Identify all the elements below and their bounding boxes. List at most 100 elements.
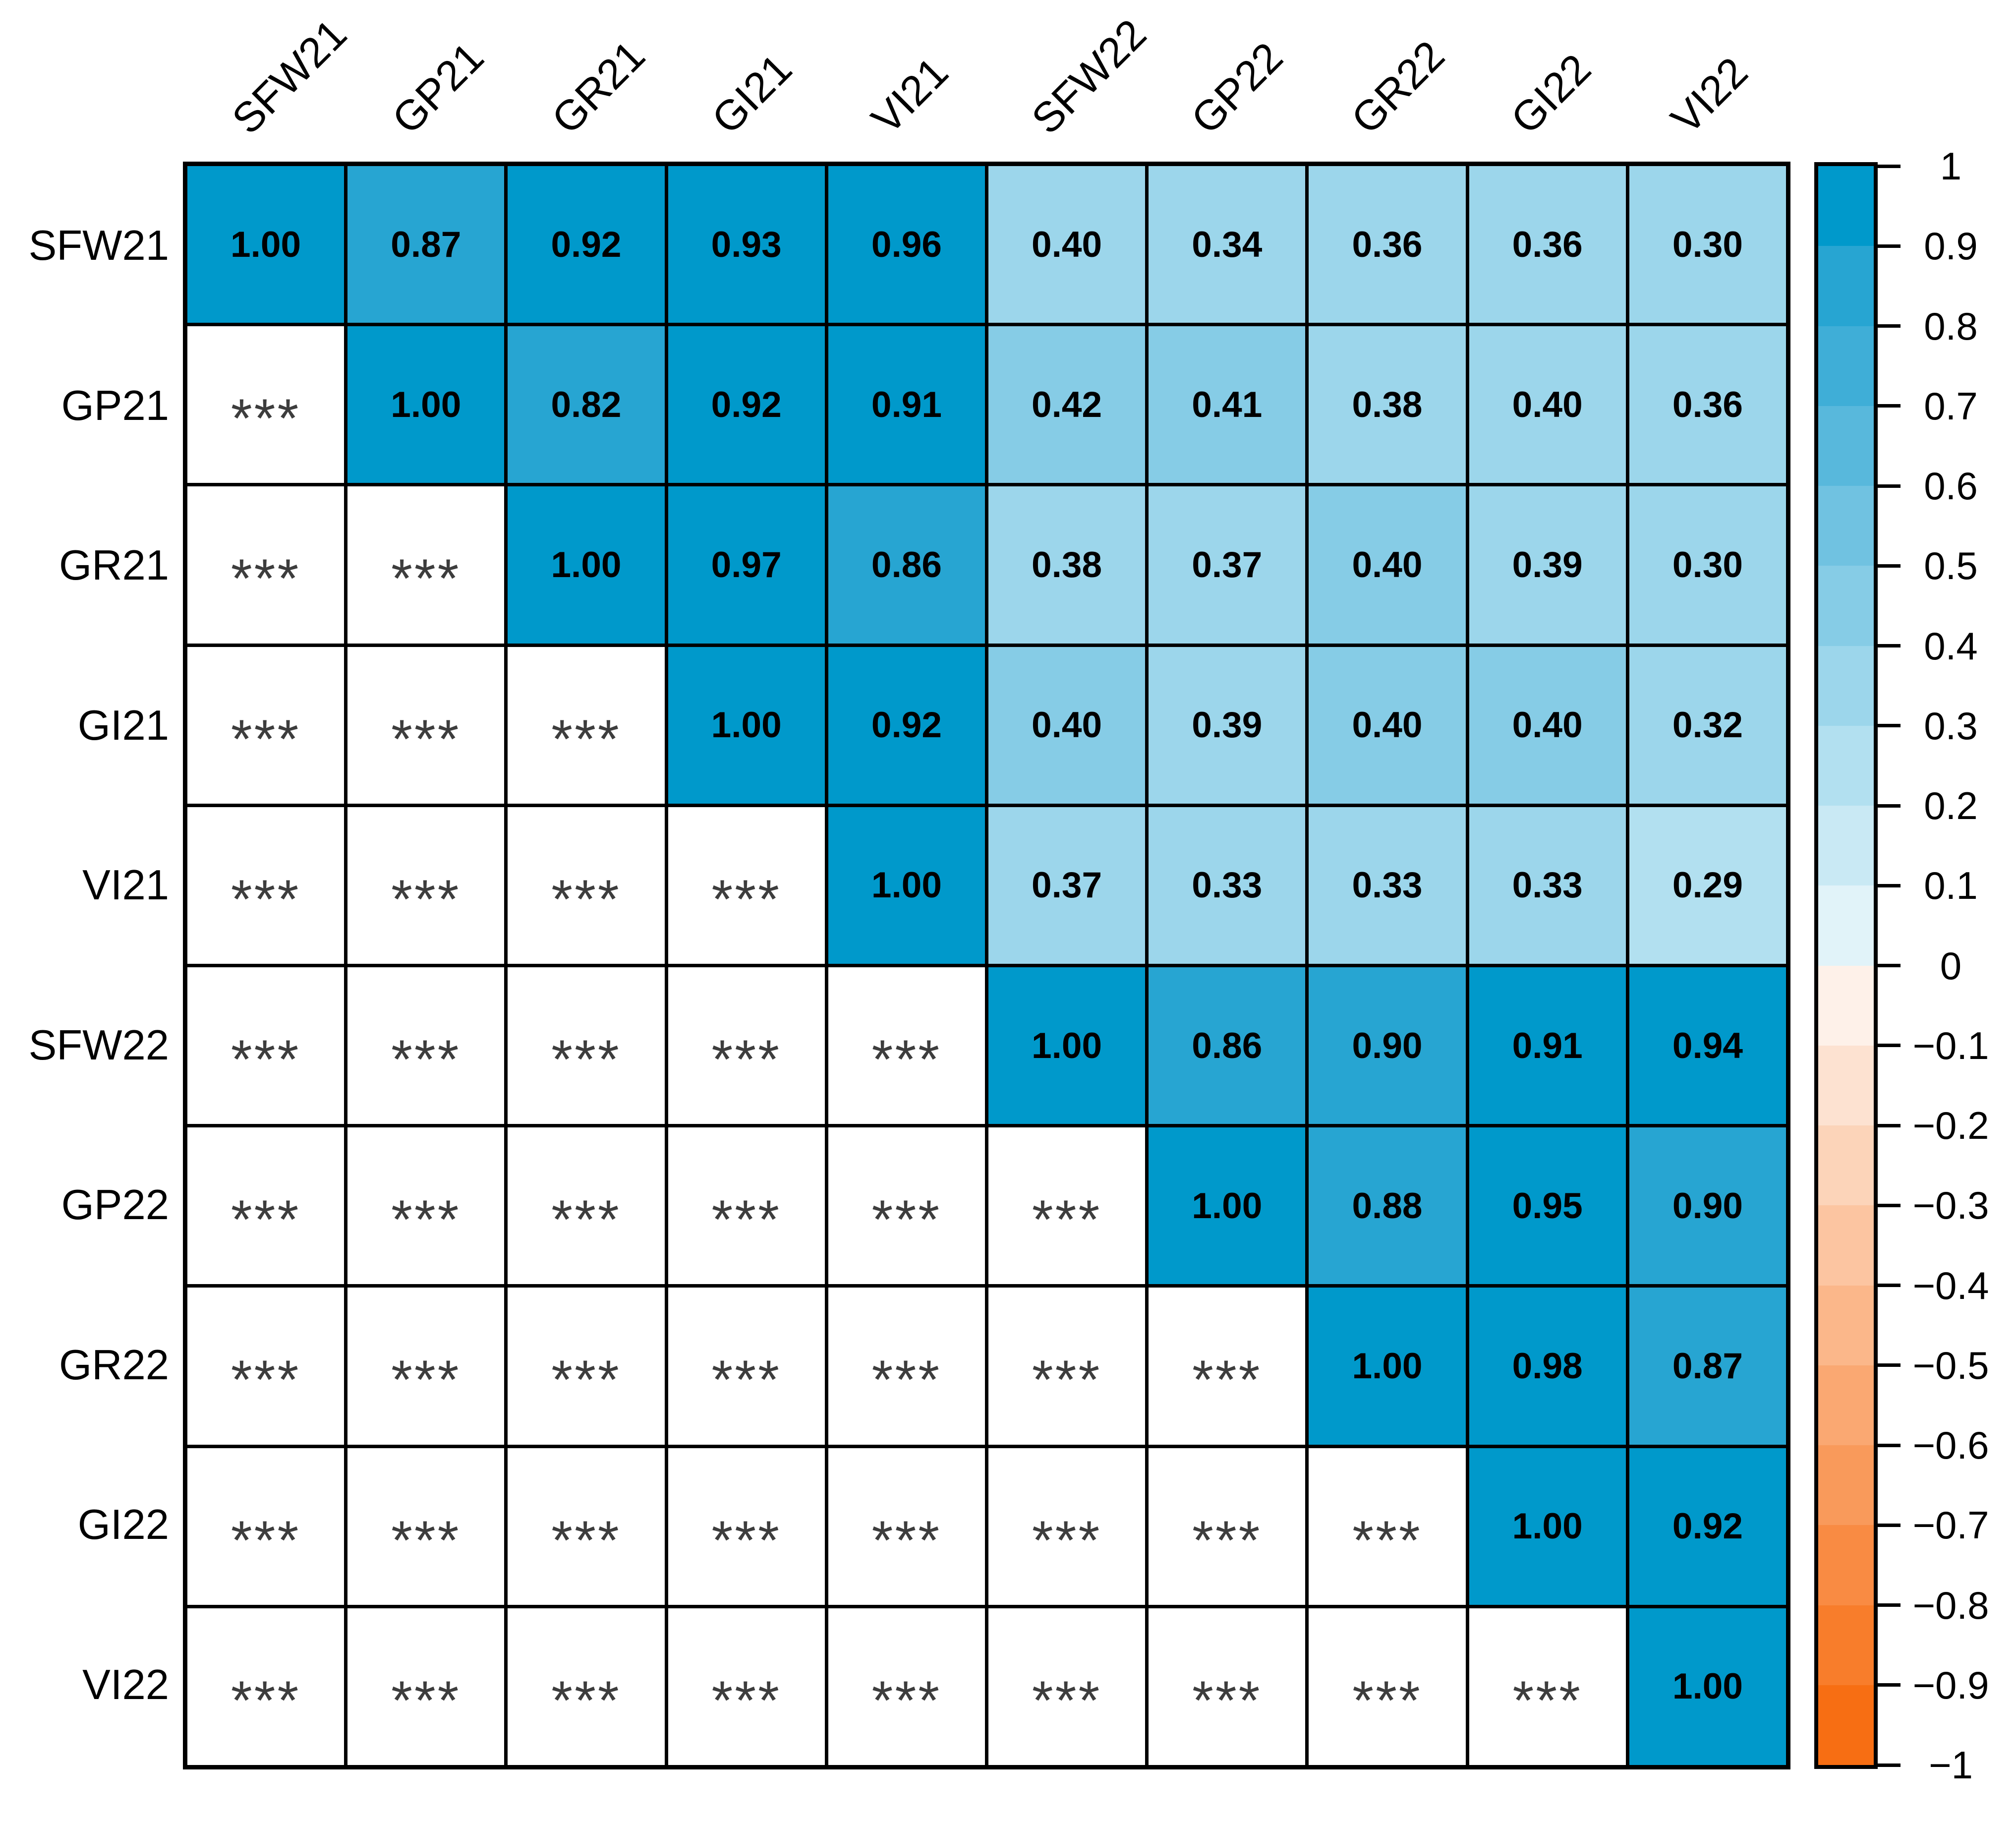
- colorbar-tick: [1878, 644, 1901, 647]
- matrix-cell: ***: [1309, 1608, 1466, 1765]
- matrix-cell: ***: [187, 647, 345, 804]
- cell-value: 0.82: [551, 384, 622, 425]
- matrix-cell: ***: [347, 1448, 505, 1605]
- matrix-cell: 1.00: [828, 807, 985, 964]
- cell-value: 1.00: [551, 544, 622, 585]
- significance-marker: ***: [230, 1189, 301, 1250]
- significance-marker: ***: [711, 1189, 781, 1250]
- significance-marker: ***: [1192, 1670, 1262, 1731]
- matrix-cell: 0.30: [1629, 166, 1786, 323]
- colorbar-tick-label: 0.8: [1924, 304, 1978, 348]
- column-label: VI21: [863, 48, 958, 143]
- cell-value: 0.39: [1192, 705, 1263, 746]
- matrix-cell: ***: [187, 1127, 345, 1285]
- significance-marker: ***: [391, 1189, 461, 1250]
- cell-value: 1.00: [230, 224, 301, 265]
- matrix-cell: 0.90: [1629, 1127, 1786, 1285]
- cell-value: 0.39: [1512, 544, 1583, 585]
- cell-value: 0.36: [1672, 384, 1743, 425]
- colorbar-tick: [1878, 1044, 1901, 1048]
- matrix-cell: ***: [347, 807, 505, 964]
- significance-marker: ***: [230, 869, 301, 930]
- cell-value: 0.36: [1352, 224, 1423, 265]
- cell-value: 0.32: [1672, 705, 1743, 746]
- colorbar-tick-label: 0.3: [1924, 704, 1978, 748]
- cell-value: 0.40: [1032, 224, 1102, 265]
- matrix-cell: 0.40: [988, 166, 1146, 323]
- colorbar-tick: [1878, 1683, 1901, 1687]
- significance-marker: ***: [711, 1670, 781, 1731]
- matrix-cell: ***: [187, 486, 345, 644]
- matrix-cell: 1.00: [508, 486, 665, 644]
- colorbar-band: [1818, 725, 1874, 806]
- matrix-cell: ***: [187, 967, 345, 1124]
- matrix-cell: 1.00: [1149, 1127, 1306, 1285]
- significance-marker: ***: [551, 1350, 621, 1411]
- significance-marker: ***: [551, 1029, 621, 1090]
- significance-marker: ***: [1192, 1350, 1262, 1411]
- colorbar-tick: [1878, 1284, 1901, 1287]
- cell-value: 0.29: [1672, 865, 1743, 906]
- row-label: GI22: [77, 1501, 169, 1549]
- row-label: SFW22: [28, 1021, 169, 1069]
- significance-marker: ***: [1352, 1510, 1422, 1571]
- matrix-cell: 0.92: [828, 647, 985, 804]
- colorbar-band: [1818, 486, 1874, 566]
- cell-value: 1.00: [711, 705, 782, 746]
- matrix-cell: 0.32: [1629, 647, 1786, 804]
- cell-value: 0.37: [1032, 865, 1102, 906]
- cell-value: 0.92: [871, 705, 942, 746]
- matrix-cell: 0.38: [1309, 326, 1466, 483]
- cell-value: 0.88: [1352, 1185, 1423, 1226]
- cell-value: 0.33: [1352, 865, 1423, 906]
- matrix-cell: ***: [1309, 1448, 1466, 1605]
- cell-value: 0.33: [1512, 865, 1583, 906]
- matrix-cell: 1.00: [1309, 1288, 1466, 1445]
- colorbar-tick: [1878, 1443, 1901, 1447]
- colorbar-tick: [1878, 1523, 1901, 1527]
- significance-marker: ***: [551, 869, 621, 930]
- colorbar-tick-label: 0.9: [1924, 224, 1978, 268]
- cell-value: 0.86: [871, 544, 942, 585]
- colorbar-tick-label: −0.5: [1912, 1343, 1989, 1387]
- cell-value: 0.95: [1512, 1185, 1583, 1226]
- matrix-cell: ***: [1149, 1608, 1306, 1765]
- column-label: GR22: [1342, 32, 1454, 143]
- matrix-cell: 0.40: [1309, 486, 1466, 644]
- cell-value: 0.40: [1352, 705, 1423, 746]
- significance-marker: ***: [1192, 1510, 1262, 1571]
- colorbar-tick: [1878, 964, 1901, 967]
- matrix-cell: ***: [508, 1608, 665, 1765]
- significance-marker: ***: [1352, 1670, 1422, 1731]
- significance-marker: ***: [871, 1189, 942, 1250]
- cell-value: 1.00: [871, 865, 942, 906]
- matrix-cell: ***: [508, 1448, 665, 1605]
- row-label: GR21: [58, 542, 169, 589]
- colorbar-tick: [1878, 724, 1901, 728]
- significance-marker: ***: [391, 1350, 461, 1411]
- cell-value: 0.38: [1032, 544, 1102, 585]
- colorbar-tick-label: −0.9: [1912, 1663, 1989, 1707]
- significance-marker: ***: [230, 708, 301, 770]
- matrix-cell: 0.95: [1469, 1127, 1626, 1285]
- row-label: GI21: [77, 702, 169, 749]
- cell-value: 0.91: [1512, 1025, 1583, 1066]
- significance-marker: ***: [391, 1670, 461, 1731]
- cell-value: 0.92: [1672, 1506, 1743, 1547]
- matrix-cell: ***: [988, 1127, 1146, 1285]
- matrix-cell: ***: [187, 1448, 345, 1605]
- significance-marker: ***: [230, 1510, 301, 1571]
- colorbar-band: [1818, 806, 1874, 886]
- colorbar-tick: [1878, 484, 1901, 488]
- matrix-cell: 0.98: [1469, 1288, 1626, 1445]
- matrix-cell: 0.92: [1629, 1448, 1786, 1605]
- matrix-cell: 1.00: [988, 967, 1146, 1124]
- colorbar-tick-label: −0.7: [1912, 1503, 1989, 1547]
- significance-marker: ***: [391, 869, 461, 930]
- matrix-cell: ***: [347, 1288, 505, 1445]
- significance-marker: ***: [230, 388, 301, 449]
- matrix-cell: ***: [508, 1288, 665, 1445]
- cell-value: 0.37: [1192, 544, 1263, 585]
- colorbar-tick-label: −1: [1929, 1743, 1973, 1787]
- matrix-cell: 0.90: [1309, 967, 1466, 1124]
